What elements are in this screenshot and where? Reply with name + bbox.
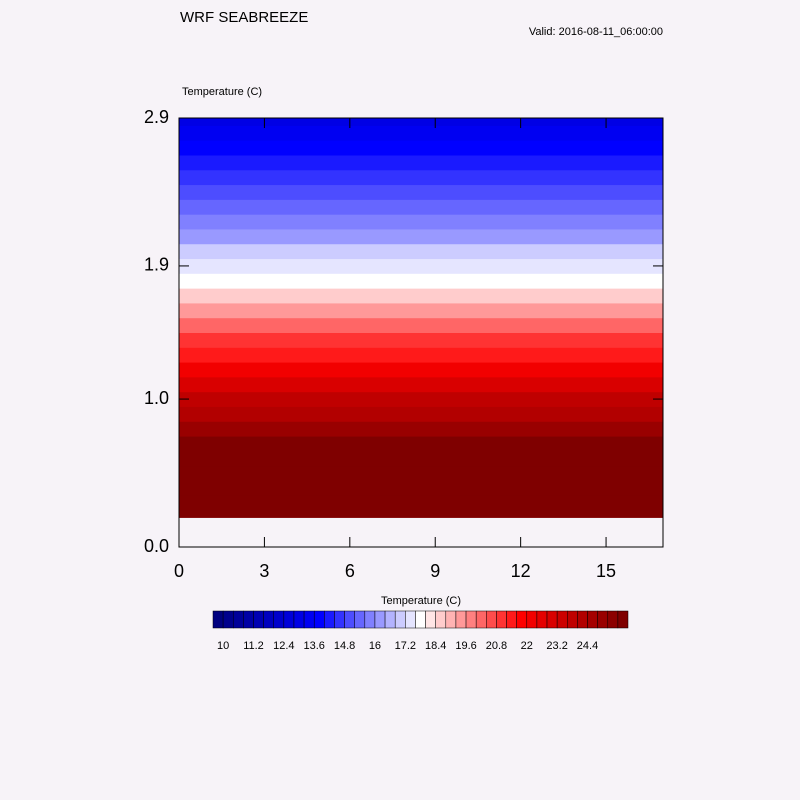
colorbar-box (587, 610, 598, 629)
x-tick-label: 15 (596, 561, 616, 581)
contour-band (179, 347, 663, 363)
contour-band (179, 273, 663, 289)
contour-band (179, 302, 663, 319)
contour-band (179, 436, 663, 452)
x-tick-label: 0 (174, 561, 184, 581)
colorbar-box (374, 610, 386, 629)
colorbar-label: 22 (521, 640, 533, 652)
y-tick-label: 1.9 (144, 255, 169, 275)
contour-band (179, 362, 663, 378)
colorbar-label: 11.2 (243, 640, 264, 652)
y-tick-label: 1.0 (144, 388, 169, 408)
colorbar-box (253, 610, 264, 629)
contour-band (179, 140, 663, 156)
colorbar-box (567, 610, 578, 629)
contour-band (179, 376, 663, 393)
colorbar-box (273, 610, 285, 629)
colorbar-box (263, 610, 274, 629)
colorbar-label: 20.8 (486, 640, 507, 652)
contour-band (179, 317, 663, 333)
colorbar-box (212, 610, 224, 629)
contour-band (179, 199, 663, 215)
colorbar-box (364, 610, 376, 629)
colorbar-box (475, 610, 487, 629)
colorbar-box (313, 610, 325, 629)
contour-band (179, 495, 663, 511)
colorbar-box (496, 610, 507, 629)
y-tick-label: 0.0 (144, 536, 169, 556)
contour-band (179, 125, 663, 141)
colorbar-box (425, 610, 436, 629)
colorbar-label: 17.2 (395, 640, 416, 652)
colorbar-label: 13.6 (304, 640, 325, 652)
colorbar-box (415, 610, 426, 629)
colorbar-label: 19.6 (455, 640, 476, 652)
contour-band (179, 184, 663, 200)
contour-band (179, 169, 663, 186)
contour-band (179, 332, 663, 348)
colorbar-box (516, 610, 528, 629)
colorbar-box (506, 610, 517, 629)
colorbar-label: 16 (369, 640, 381, 652)
colorbar-box (293, 610, 305, 629)
y-tick-label: 2.9 (144, 107, 169, 127)
colorbar-box (617, 610, 629, 629)
x-tick-label: 9 (430, 561, 440, 581)
colorbar-box (303, 610, 315, 629)
colorbar-box (222, 610, 234, 629)
colorbar-label: 14.8 (334, 640, 355, 652)
colorbar-box (607, 610, 619, 629)
colorbar-box (577, 610, 588, 629)
contour-band (179, 228, 663, 245)
colorbar-box (597, 610, 609, 629)
colorbar-box (465, 610, 477, 629)
colorbar-box (283, 610, 295, 629)
colorbar-box (556, 610, 568, 629)
colorbar-box (445, 610, 457, 629)
contour-band (179, 243, 663, 260)
colorbar-box (384, 610, 396, 629)
colorbar-box (435, 610, 447, 629)
colorbar-box (334, 610, 345, 629)
x-tick-label: 6 (345, 561, 355, 581)
contour-band (179, 258, 663, 274)
contour-band (179, 391, 663, 407)
colorbar-box (526, 610, 538, 629)
colorbar-box (394, 610, 406, 629)
colorbar-box (243, 610, 254, 629)
colorbar-label: 23.2 (546, 640, 567, 652)
colorbar-box (536, 610, 548, 629)
colorbar-label: 18.4 (425, 640, 446, 652)
colorbar-box (232, 610, 244, 629)
contour-band (179, 510, 663, 518)
contour-band (179, 421, 663, 437)
colorbar-label: 10 (217, 640, 229, 652)
contour-band (179, 154, 663, 171)
contour-band (179, 288, 663, 304)
colorbar-label: 12.4 (273, 640, 294, 652)
x-tick-label: 3 (259, 561, 269, 581)
colorbar-box (486, 610, 497, 629)
contour-band (179, 118, 663, 126)
plot-frame (178, 117, 664, 548)
chart-title: WRF SEABREEZE (180, 9, 308, 26)
colorbar-title: Temperature (C) (381, 595, 461, 607)
colorbar-label: 24.4 (577, 640, 598, 652)
colorbar-box (455, 610, 467, 629)
contour-band (179, 465, 663, 481)
contour-band (179, 406, 663, 422)
colorbar-box (546, 610, 558, 629)
contour-band (179, 480, 663, 496)
colorbar-box (354, 610, 366, 629)
contour-band (179, 214, 663, 230)
colorbar-box (405, 610, 416, 629)
contour-band (179, 450, 663, 467)
valid-time: Valid: 2016-08-11_06:00:00 (529, 26, 663, 38)
colorbar-box (344, 610, 355, 629)
x-tick-label: 12 (511, 561, 531, 581)
field-label: Temperature (C) (182, 86, 262, 98)
colorbar-box (324, 610, 335, 629)
